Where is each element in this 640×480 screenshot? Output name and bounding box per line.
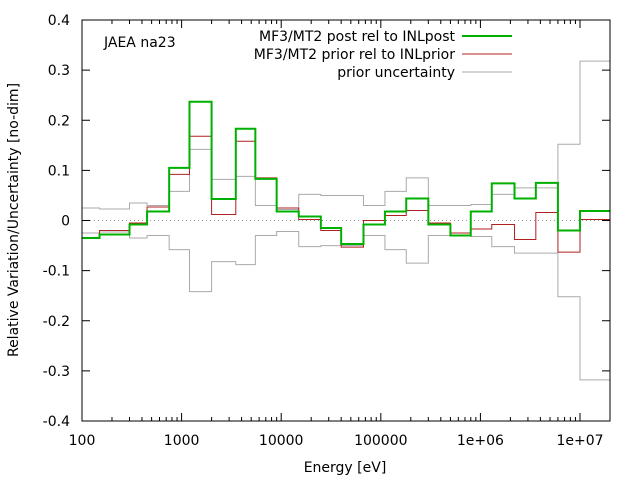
series-layer bbox=[82, 60, 610, 381]
series-line-prior-uncertainty bbox=[82, 60, 610, 210]
x-tick-label: 1000 bbox=[164, 433, 200, 449]
x-axis-label: Energy [eV] bbox=[304, 460, 387, 476]
legend-label: MF3/MT2 post rel to INLpost bbox=[259, 29, 455, 45]
y-tick-label: 0.1 bbox=[48, 163, 70, 179]
x-tick-label: 1e+06 bbox=[457, 433, 504, 449]
y-tick-label: 0.3 bbox=[48, 63, 70, 79]
series-line-mf3-mt2-post-rel-to-inlpost bbox=[82, 100, 610, 246]
ticks-layer: -0.4 -0.3 -0.2 -0.1 0 0.1 0.2 0.3 0.4 100 1000 1000… bbox=[43, 13, 611, 449]
y-tick-label: -0.3 bbox=[43, 364, 70, 380]
y-tick-label: 0.2 bbox=[48, 113, 70, 129]
annotation-label: JAEA na23 bbox=[103, 35, 176, 51]
legend: MF3/MT2 post rel to INLpost MF3/MT2 prior… bbox=[254, 29, 512, 81]
y-tick-label: -0.1 bbox=[43, 264, 70, 280]
y-tick-label: -0.2 bbox=[43, 314, 70, 330]
y-tick-label: 0 bbox=[61, 214, 70, 230]
legend-label: prior uncertainty bbox=[337, 65, 455, 81]
y-tick-label: -0.4 bbox=[43, 414, 70, 430]
x-tick-label: 1e+07 bbox=[556, 433, 603, 449]
series-line-prior-uncertainty-negative bbox=[82, 231, 610, 381]
y-axis-label: Relative Variation/Uncertainty [no-dim] bbox=[6, 83, 22, 357]
legend-label: MF3/MT2 prior rel to INLprior bbox=[254, 47, 455, 63]
x-tick-label: 100000 bbox=[354, 433, 407, 449]
series-line-mf3-mt2-prior-rel-to-inlprior bbox=[82, 135, 610, 253]
x-tick-label: 100 bbox=[69, 433, 96, 449]
x-tick-label: 10000 bbox=[259, 433, 304, 449]
y-tick-label: 0.4 bbox=[48, 13, 70, 29]
